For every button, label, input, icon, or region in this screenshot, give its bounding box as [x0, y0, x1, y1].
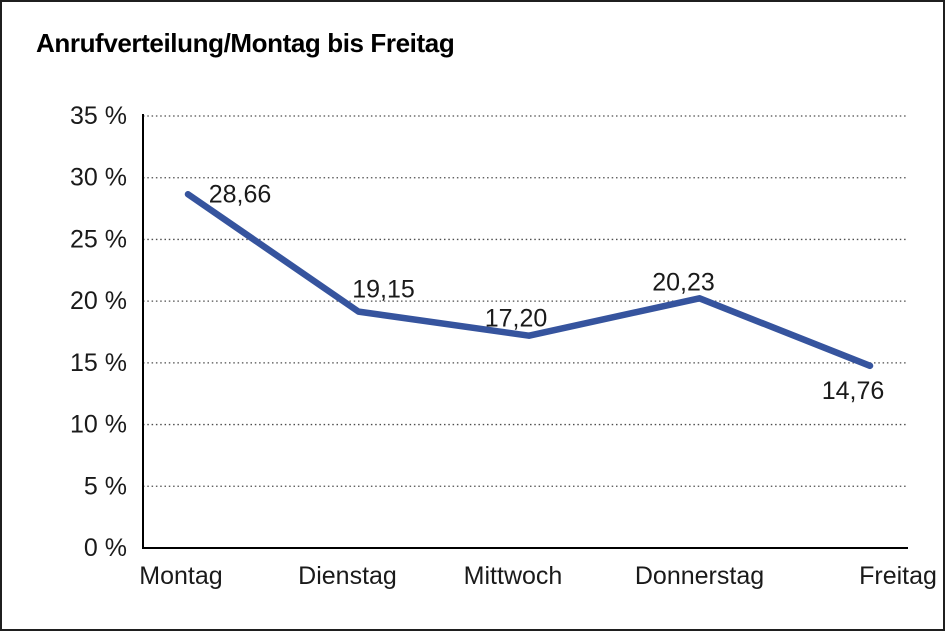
- y-axis-tick-label: 5 %: [84, 472, 127, 500]
- chart-title: Anrufverteilung/Montag bis Freitag: [36, 28, 455, 58]
- y-axis-tick-label: 10 %: [70, 411, 127, 439]
- data-point-label: 19,15: [352, 276, 415, 304]
- y-axis-tick-label: 35 %: [70, 102, 127, 130]
- data-line: [184, 191, 874, 370]
- y-axis-tick-label: 20 %: [70, 287, 127, 315]
- y-axis-tick-label: 30 %: [70, 164, 127, 192]
- y-axis-tick-label: 25 %: [70, 225, 127, 253]
- data-point-label: 17,20: [485, 305, 548, 333]
- data-point-label: 14,76: [822, 377, 885, 405]
- data-point-label: 20,23: [652, 268, 715, 296]
- x-axis-label: Freitag: [859, 562, 937, 590]
- data-point-label: 28,66: [209, 180, 272, 208]
- x-axis-label: Montag: [139, 562, 222, 590]
- y-axis-tick-label: 15 %: [70, 349, 127, 377]
- x-axis-label: Dienstag: [298, 562, 397, 590]
- y-axis-tick-label: 0 %: [84, 534, 127, 562]
- x-axis-label: Donnerstag: [635, 562, 764, 590]
- x-axis-label: Mittwoch: [464, 562, 563, 590]
